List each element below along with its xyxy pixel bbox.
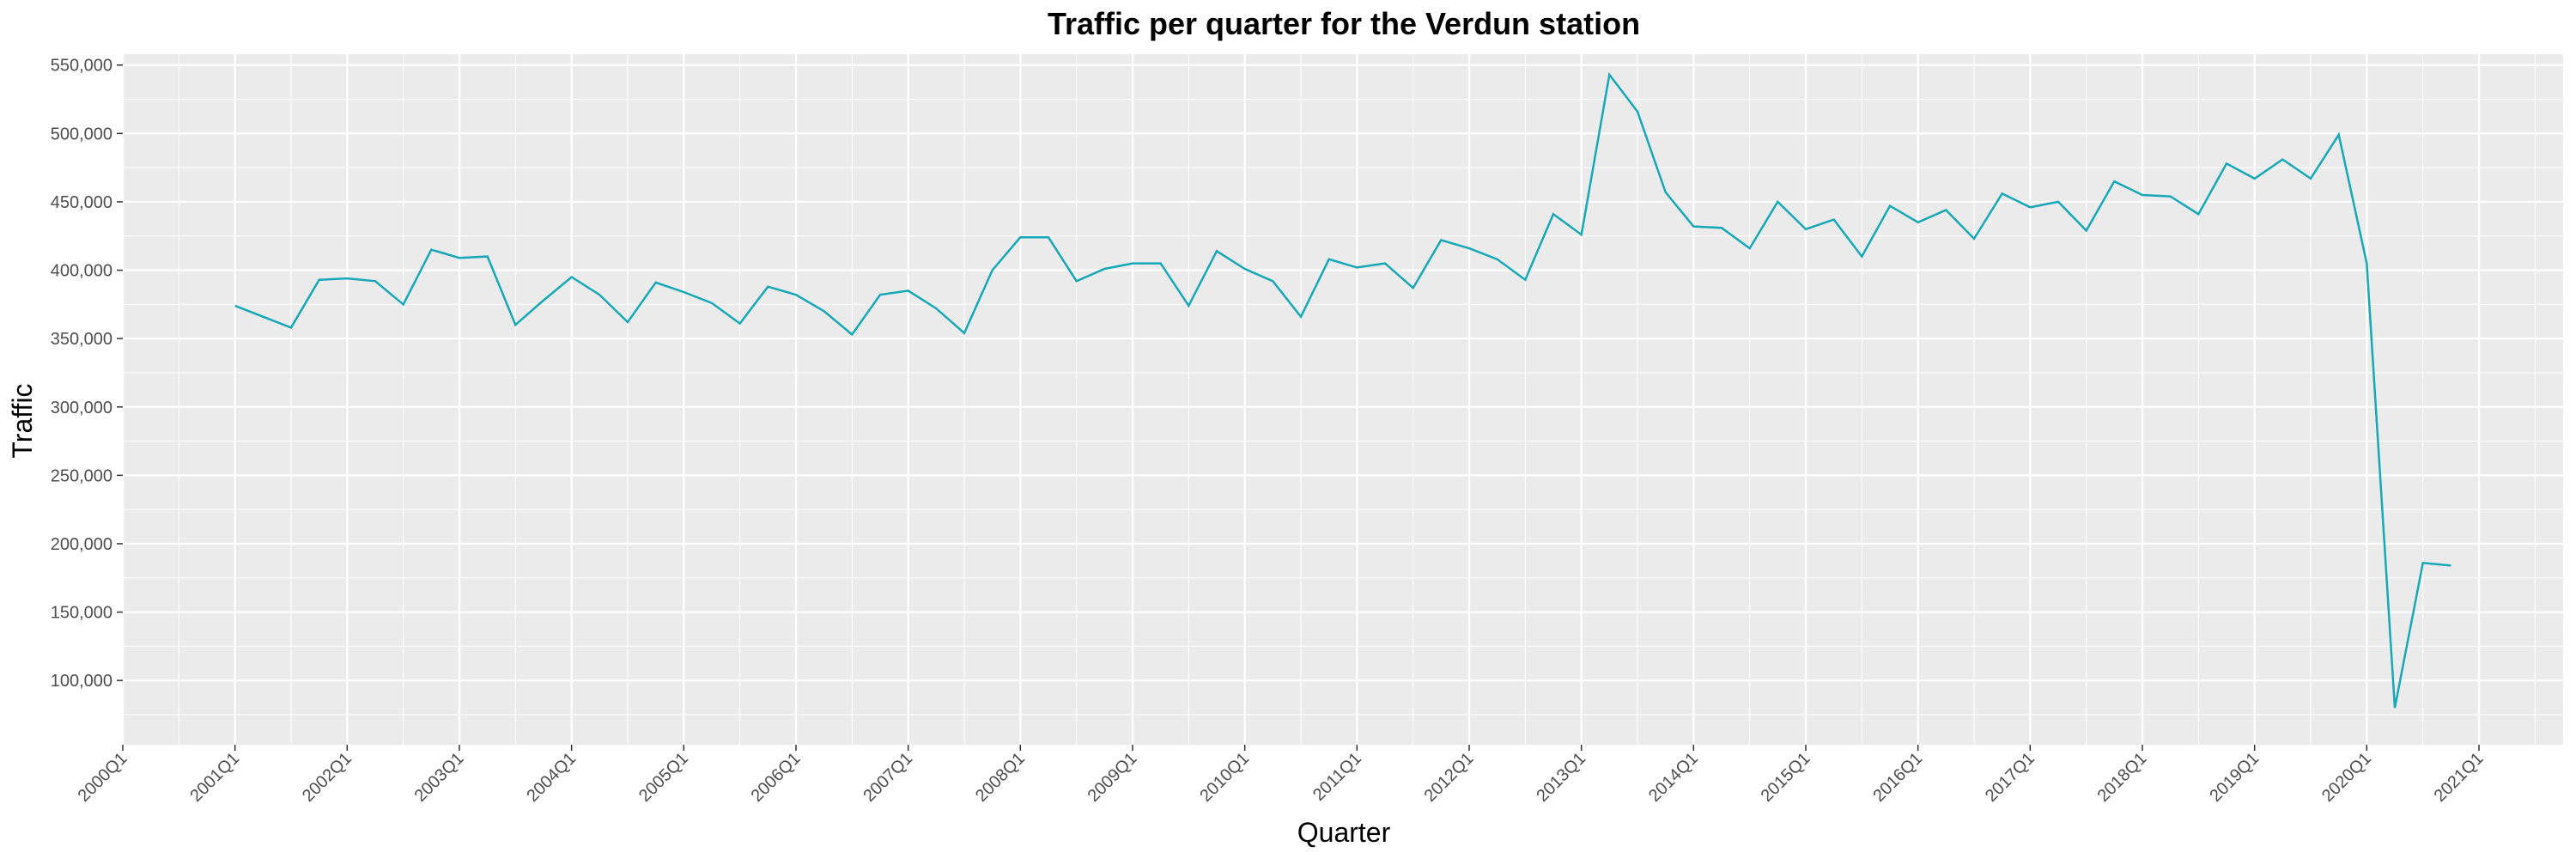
chart-title: Traffic per quarter for the Verdun stati… [1048, 6, 1640, 41]
x-tick-label: 2014Q1 [1645, 749, 1702, 806]
x-tick-label: 2008Q1 [972, 749, 1029, 806]
y-tick-label: 500,000 [51, 125, 112, 143]
major-gridlines [121, 54, 2563, 745]
x-tick-label: 2004Q1 [523, 749, 580, 806]
minor-gridlines [123, 54, 2563, 745]
y-tick-label: 250,000 [51, 466, 112, 485]
traffic-series-line [234, 71, 2451, 709]
x-tick-label: 2011Q1 [1309, 749, 1365, 805]
x-tick-label: 2020Q1 [2318, 749, 2375, 806]
x-tick-label: 2015Q1 [1758, 749, 1814, 806]
x-tick-label: 2007Q1 [860, 749, 916, 806]
plot-panel [123, 54, 2563, 745]
y-tick-label: 100,000 [51, 672, 112, 691]
x-tick-label: 2010Q1 [1196, 749, 1253, 806]
x-tick-label: 2002Q1 [299, 749, 355, 806]
y-tick-label: 400,000 [51, 262, 112, 281]
x-tick-label: 2000Q1 [75, 749, 131, 806]
y-tick-label: 200,000 [51, 535, 112, 554]
y-axis-title: Traffic [7, 383, 38, 458]
x-tick-label: 2019Q1 [2206, 749, 2263, 806]
y-tick-label: 450,000 [51, 193, 112, 212]
y-tick-label: 150,000 [51, 604, 112, 623]
x-tick-label: 2006Q1 [748, 749, 805, 806]
y-tick-label: 550,000 [51, 57, 112, 76]
x-tick-label: 2003Q1 [411, 749, 468, 806]
x-tick-label: 2018Q1 [2094, 749, 2151, 806]
x-tick-label: 2016Q1 [1869, 749, 1926, 806]
x-tick-label: 2017Q1 [1982, 749, 2038, 806]
x-tick-label: 2012Q1 [1421, 749, 1478, 806]
y-axis: 100,000 150,000 200,000 250,000 300,000 350,0… [51, 57, 123, 691]
y-tick-label: 350,000 [51, 330, 112, 349]
x-tick-label: 2013Q1 [1533, 749, 1589, 806]
x-axis-title: Quarter [1297, 817, 1391, 848]
y-tick-label: 300,000 [51, 399, 112, 417]
x-tick-label: 2005Q1 [635, 749, 692, 806]
x-axis: 2000Q1 2001Q1 2002Q1 2003Q1 2004Q1 2005Q1 2006… [75, 745, 2488, 806]
x-tick-label: 2001Q1 [186, 749, 243, 806]
x-tick-label: 2009Q1 [1084, 749, 1141, 806]
x-tick-label: 2021Q1 [2431, 749, 2488, 806]
